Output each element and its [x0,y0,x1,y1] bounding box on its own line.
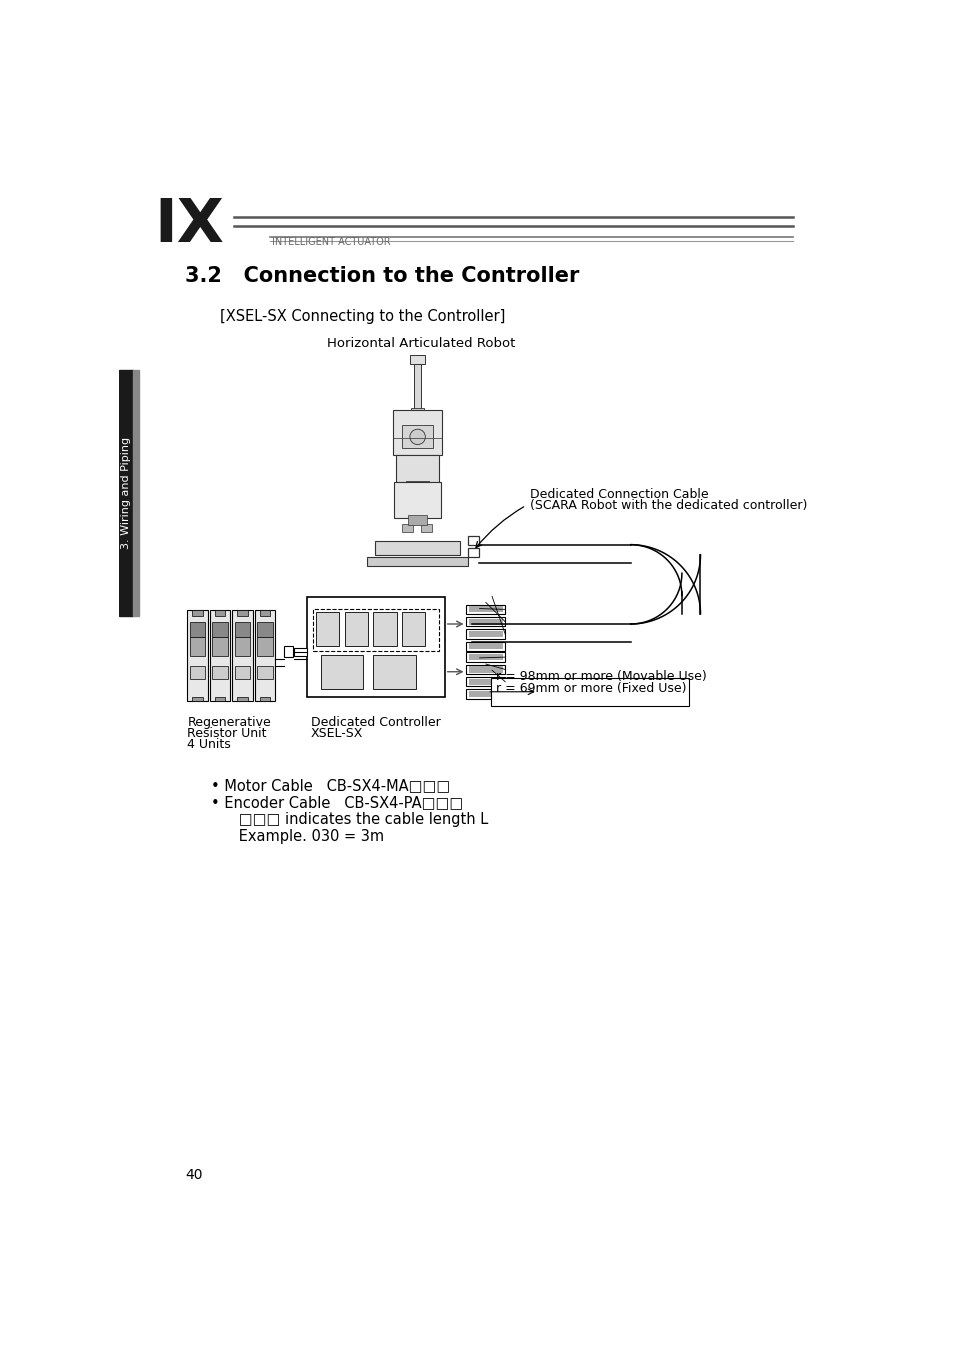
Bar [414,363,421,410]
Bar [212,637,228,656]
Text: • Motor Cable   CB-SX4-MA□□□: • Motor Cable CB-SX4-MA□□□ [211,778,450,792]
Bar [307,597,444,697]
Text: Dedicated Connection Cable: Dedicated Connection Cable [530,487,708,501]
Bar [402,425,433,448]
Bar [402,612,425,647]
Bar [466,629,505,639]
Bar [190,622,205,637]
Bar [190,666,205,679]
Bar [466,690,505,699]
Bar [257,637,273,656]
Bar [234,622,250,637]
Text: r = 69mm or more (Fixed Use): r = 69mm or more (Fixed Use) [496,682,685,695]
Bar [294,648,307,656]
Bar [233,610,253,701]
Bar [393,410,442,455]
Bar [234,666,250,679]
Text: [XSEL-SX Connecting to the Controller]: [XSEL-SX Connecting to the Controller] [220,309,505,324]
Bar [214,697,225,701]
Bar [468,536,478,545]
Bar [236,697,248,701]
Bar [234,637,250,656]
Text: XSEL-SX: XSEL-SX [311,728,363,740]
Text: 3.2   Connection to the Controller: 3.2 Connection to the Controller [185,266,578,286]
Bar [373,612,396,647]
Bar [133,370,139,617]
Bar [315,612,339,647]
Bar [190,637,205,656]
Text: Dedicated Controller: Dedicated Controller [311,717,440,729]
Bar [468,618,502,625]
Bar [466,605,505,614]
Bar [468,606,502,613]
Bar [259,610,270,617]
Bar [283,647,293,657]
Bar [210,610,230,701]
Bar [468,679,502,684]
Bar [468,653,502,660]
Bar [421,524,432,532]
Bar [466,652,505,662]
Text: INTELLIGENT ACTUATOR: INTELLIGENT ACTUATOR [272,238,390,247]
Bar [236,610,248,617]
Bar [367,558,468,566]
Bar [394,482,440,518]
Bar [410,355,425,363]
Bar [466,641,505,651]
Bar [259,697,270,701]
Bar [466,678,505,686]
Text: Regenerative: Regenerative [187,717,271,729]
Bar [257,666,273,679]
Bar [375,541,459,555]
Text: • Encoder Cable   CB-SX4-PA□□□: • Encoder Cable CB-SX4-PA□□□ [211,795,462,810]
Bar [373,655,416,690]
Bar [257,622,273,637]
Text: □□□ indicates the cable length L: □□□ indicates the cable length L [211,811,487,828]
Bar [468,667,502,672]
Bar [313,609,438,651]
Text: 4 Units: 4 Units [187,738,231,751]
Text: IX: IX [153,196,224,255]
Bar [254,610,274,701]
Bar [408,514,427,525]
Bar [466,617,505,626]
Bar [468,691,502,697]
Bar [192,610,203,617]
Bar [402,524,413,532]
Bar [344,612,368,647]
Bar [466,664,505,674]
Bar [192,697,203,701]
Bar [119,370,133,617]
Bar [212,666,228,679]
Bar [214,610,225,617]
Bar [468,630,502,637]
Text: r = 98mm or more (Movable Use): r = 98mm or more (Movable Use) [496,670,706,683]
Bar [187,610,208,701]
Text: Resistor Unit: Resistor Unit [187,728,267,740]
Text: 40: 40 [185,1168,202,1181]
Bar [468,643,502,649]
Bar [320,655,363,690]
Bar [468,548,478,558]
Bar [212,622,228,637]
Bar [395,455,439,482]
Text: Example. 030 = 3m: Example. 030 = 3m [211,829,383,844]
Text: (SCARA Robot with the dedicated controller): (SCARA Robot with the dedicated controll… [530,498,806,512]
Text: 3. Wiring and Piping: 3. Wiring and Piping [121,437,132,549]
Bar [411,409,423,413]
Circle shape [410,429,425,444]
Bar [406,481,429,494]
Text: Horizontal Articulated Robot: Horizontal Articulated Robot [327,338,516,350]
Bar [491,678,688,706]
